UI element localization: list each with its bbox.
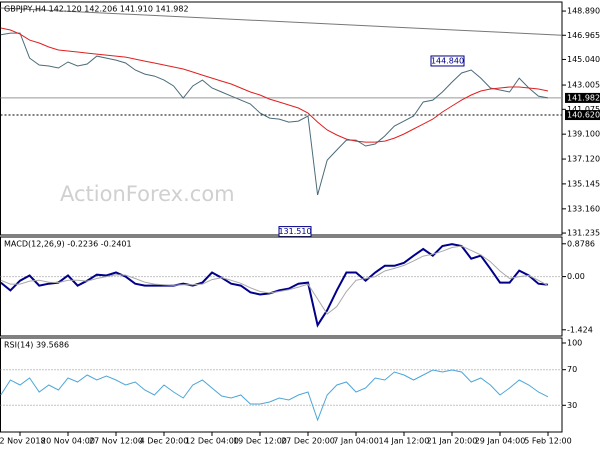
y-tick-label: 0.00 (567, 272, 585, 281)
x-tick-label: 20 Nov 04:00 (41, 437, 95, 446)
series-line (0, 369, 549, 422)
low-label: 131.510 (278, 227, 311, 236)
x-tick-label: 27 Dec 20:00 (281, 437, 335, 446)
x-tick-label: 5 Feb 12:00 (524, 437, 571, 446)
x-tick-label: 4 Dec 20:00 (140, 437, 189, 446)
y-tick-label: 143.005 (567, 81, 600, 90)
y-tick-label: 148.890 (567, 7, 600, 16)
y-tick-label: 141.075 (567, 105, 600, 114)
y-tick-label: 133.160 (567, 204, 600, 213)
series-line (0, 27, 549, 143)
price-label-box (565, 92, 600, 103)
x-tick-label: 14 Jan 12:00 (379, 437, 430, 446)
panel-frame (0, 337, 563, 433)
y-tick-label: 30 (567, 401, 577, 410)
series-line (0, 32, 549, 196)
x-tick-label: 21 Jan 20:00 (427, 437, 478, 446)
x-tick-label: 7 Jan 04:00 (333, 437, 379, 446)
y-tick-label: 131.235 (567, 229, 600, 238)
x-tick-label: 12 Nov 2018 (0, 437, 46, 446)
high-label: 144.840 (431, 56, 464, 65)
panel-title: MACD(12,26,9) -0.2236 -0.2401 (4, 240, 132, 249)
x-tick-label: 29 Jan 04:00 (475, 437, 526, 446)
x-tick-label: 19 Dec 12:00 (233, 437, 287, 446)
watermark: ActionForex.com (60, 182, 235, 206)
panel-title: GBPJPY,H4 142.120 142.206 141.910 141.98… (4, 5, 189, 14)
series-line (0, 245, 549, 315)
panel-frame (0, 236, 563, 337)
y-tick-label: 146.965 (567, 31, 600, 40)
x-tick-label: 12 Dec 04:00 (185, 437, 239, 446)
y-tick-label: 0.8786 (567, 239, 595, 248)
panel-title: RSI(14) 39.5686 (4, 341, 69, 350)
price-label-box (565, 110, 600, 121)
price-label: 141.982 (567, 93, 600, 102)
y-tick-label: 145.040 (567, 55, 600, 64)
y-tick-label: -1.424 (567, 325, 593, 334)
x-tick-label: 27 Nov 12:00 (89, 437, 143, 446)
y-tick-label: 139.100 (567, 130, 600, 139)
y-tick-label: 135.145 (567, 179, 600, 188)
high-label-box (430, 55, 465, 67)
price-label: 140.620 (567, 111, 600, 120)
y-tick-label: 70 (567, 365, 577, 374)
y-tick-label: 100 (567, 338, 582, 347)
trendline (0, 7, 563, 36)
y-tick-label: 137.120 (567, 155, 600, 164)
